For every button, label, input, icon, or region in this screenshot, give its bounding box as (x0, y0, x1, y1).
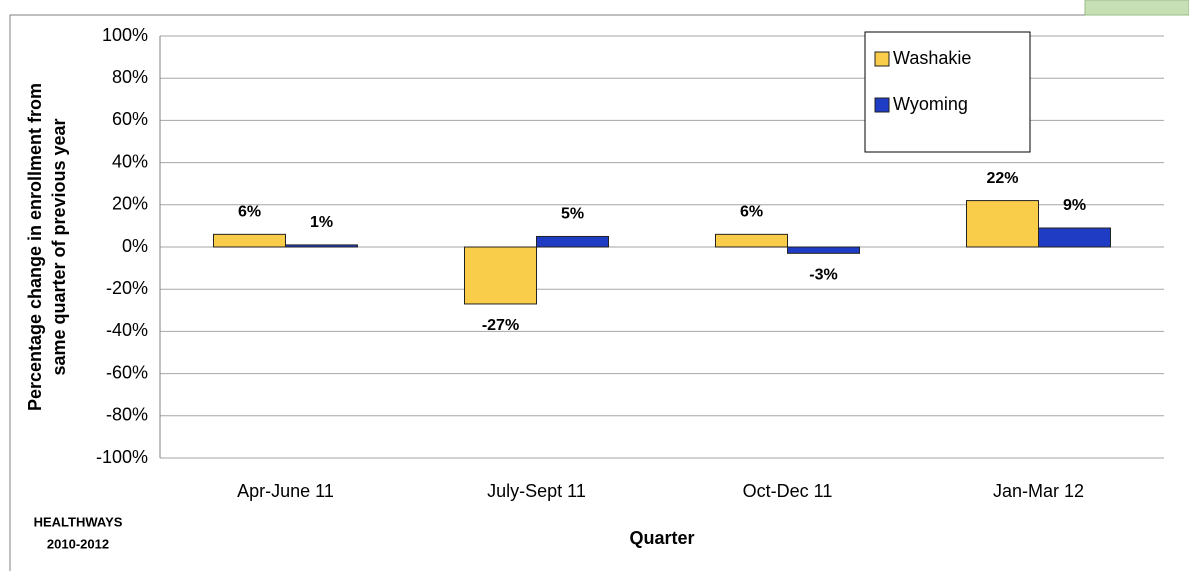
bar (787, 246, 860, 254)
data-label: 5% (561, 206, 584, 223)
bar (464, 246, 537, 305)
legend-swatch (874, 51, 890, 67)
legend-label: Washakie (893, 48, 971, 68)
y-tick-label: 100% (102, 25, 148, 45)
y-tick-label: 60% (112, 109, 148, 129)
chart-frame (9, 14, 1085, 571)
bar (213, 233, 286, 248)
legend-swatch (874, 97, 890, 113)
data-label: 9% (1063, 197, 1086, 214)
y-tick-label: 40% (112, 151, 148, 171)
y-tick-label: 0% (122, 236, 148, 256)
data-label: -3% (809, 267, 837, 284)
bar (966, 200, 1039, 248)
bar (1038, 227, 1111, 248)
data-label: -27% (482, 317, 519, 334)
y-tick-label: -80% (106, 405, 148, 425)
legend-label: Wyoming (893, 94, 968, 114)
x-tick-label: Apr-June 11 (237, 481, 334, 501)
data-label: 6% (238, 204, 261, 221)
data-label: 1% (310, 214, 333, 231)
bar (536, 235, 609, 248)
legend-box (864, 31, 1031, 153)
bar (715, 233, 788, 248)
data-label: 6% (740, 204, 763, 221)
source-note: 2010-2012 (47, 536, 109, 551)
y-tick-label: 80% (112, 67, 148, 87)
x-tick-label: Jan-Mar 12 (993, 481, 1084, 501)
source-note: HEALTHWAYS (34, 514, 123, 529)
x-tick-label: July-Sept 11 (487, 481, 586, 501)
decor-tab (1084, 0, 1189, 16)
x-axis-label: Quarter (629, 528, 694, 548)
y-tick-label: -100% (96, 447, 148, 467)
x-tick-label: Oct-Dec 11 (743, 481, 833, 501)
y-tick-label: 20% (112, 194, 148, 214)
y-axis-label: Percentage change in enrollment from (25, 83, 45, 411)
data-label: 22% (986, 170, 1018, 187)
y-tick-label: -40% (106, 320, 148, 340)
y-tick-label: -60% (106, 362, 148, 382)
y-tick-label: -20% (106, 278, 148, 298)
bar (285, 244, 358, 248)
y-axis-label: same quarter of previous year (49, 118, 69, 375)
